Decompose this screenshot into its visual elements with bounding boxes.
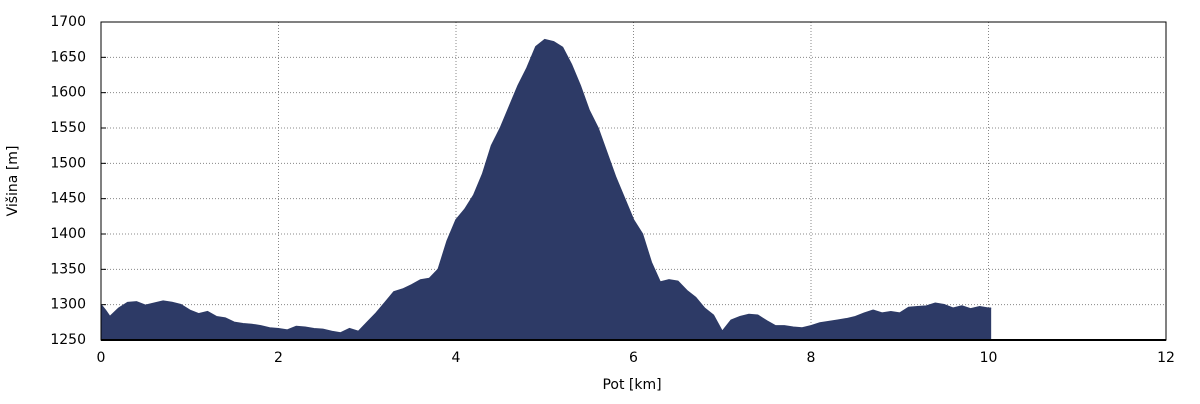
x-tick-label: 10 [980, 350, 998, 366]
y-tick-label: 1350 [50, 261, 86, 277]
y-tick-label: 1300 [50, 297, 86, 313]
x-tick-label: 12 [1157, 350, 1175, 366]
y-axis-label: Višina [m] [5, 146, 21, 217]
x-tick-label: 4 [452, 350, 461, 366]
area-outline [100, 38, 992, 334]
x-tick-label: 8 [807, 350, 816, 366]
y-tick-label: 1600 [50, 85, 86, 101]
y-tick-label: 1250 [50, 332, 86, 348]
x-tick-label: 6 [629, 350, 638, 366]
area-fill [101, 39, 992, 341]
y-tick-label: 1550 [50, 120, 86, 136]
y-tick-label: 1650 [50, 49, 86, 65]
x-tick-label: 2 [274, 350, 283, 366]
y-tick-label: 1400 [50, 226, 86, 242]
y-tick-label: 1450 [50, 191, 86, 207]
y-tick-label: 1700 [50, 14, 86, 30]
x-axis-label: Pot [km] [602, 377, 661, 393]
x-tick-label: 0 [97, 350, 106, 366]
y-tick-label: 1500 [50, 155, 86, 171]
